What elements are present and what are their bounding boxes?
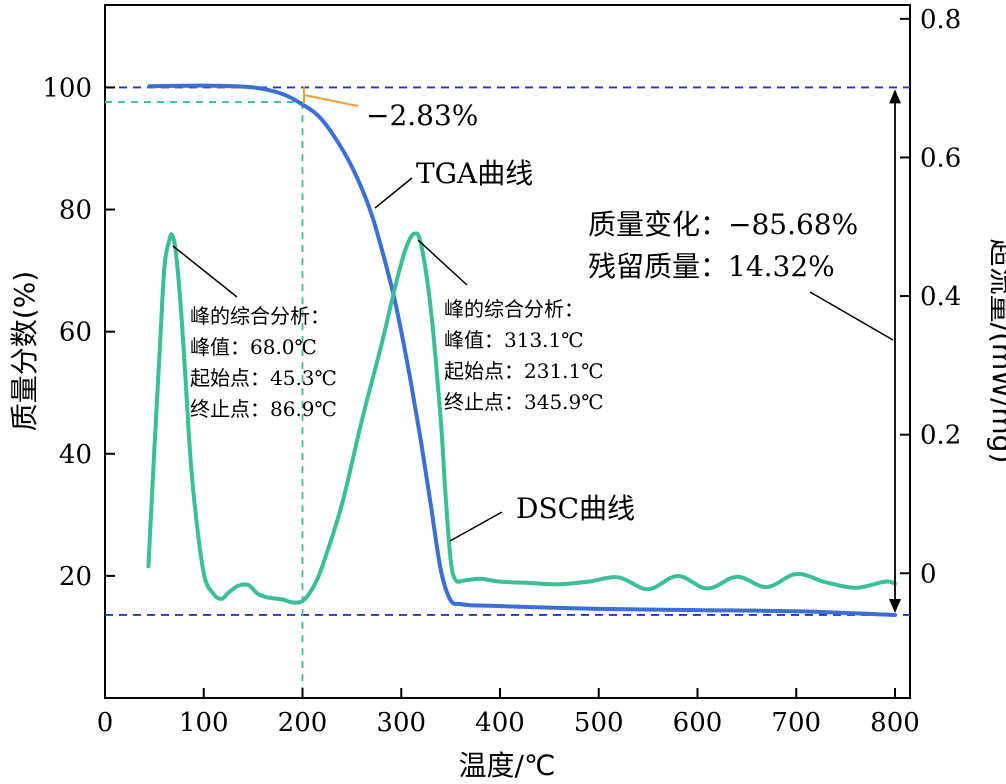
tga-change-leader — [303, 94, 359, 107]
plot-frame — [104, 4, 911, 699]
x-axis-title: 温度/℃ — [459, 749, 556, 782]
peak2-leader — [417, 239, 468, 286]
tga-curve — [147, 83, 897, 617]
peak1-line-1: 峰的综合分析： — [190, 304, 330, 328]
y-left-tick-label: 20 — [59, 562, 92, 592]
x-tick-label: 300 — [376, 708, 426, 738]
x-tick-label: 500 — [574, 708, 624, 738]
residual-mass-label: 残留质量：14.32% — [588, 250, 835, 283]
y-left-tick-label: 100 — [42, 73, 92, 103]
peak1-line-2: 峰值：68.0℃ — [190, 335, 317, 359]
peak1-line-3: 起始点：45.3℃ — [190, 366, 337, 390]
peak2-line-3: 起始点：231.1℃ — [444, 359, 604, 383]
mass-change-arrow — [889, 89, 901, 613]
arrow-head-top — [889, 89, 901, 104]
y-left-tick-label: 60 — [59, 318, 92, 348]
y-right-tick-label: 0 — [920, 559, 937, 589]
dsc-curve-label: DSC曲线 — [516, 492, 635, 525]
peak2-line-2: 峰值：313.1℃ — [444, 328, 584, 352]
tga-label-leader — [374, 177, 413, 209]
x-tick-label: 700 — [771, 708, 821, 738]
peak1-line-4: 终止点：86.9℃ — [190, 397, 337, 421]
y-left-axis-title: 质量分数(%) — [8, 271, 41, 431]
y-right-tick-label: 0.2 — [920, 421, 961, 451]
ticks-layer: 0 100 200 300 400 500 600 700 800 20 40 60 80 100 0 0.2… — [42, 5, 961, 738]
x-tick-label: 600 — [673, 708, 723, 738]
y-left-tick-label: 80 — [59, 196, 92, 226]
y-right-tick-label: 0.4 — [920, 282, 961, 312]
dsc-label-leader — [449, 511, 503, 542]
x-tick-label: 100 — [179, 708, 229, 738]
annotations: −2.83% TGA曲线 质量变化：−85.68% 残留质量：14.32% 峰的… — [172, 86, 894, 542]
x-tick-label: 200 — [278, 708, 328, 738]
peak1-leader — [172, 245, 238, 298]
y-right-axis-title: 超流量/(mW/mg) — [986, 239, 1006, 464]
mass-label-leader — [809, 291, 894, 341]
peak2-line-1: 峰的综合分析： — [444, 297, 584, 321]
x-tick-label: 0 — [97, 708, 114, 738]
x-tick-label: 800 — [870, 708, 920, 738]
y-right-tick-label: 0.8 — [920, 5, 961, 35]
tga-curve-label: TGA曲线 — [416, 157, 533, 190]
mass-change-label: 质量变化：−85.68% — [588, 208, 858, 241]
tga-change-label: −2.83% — [366, 99, 478, 132]
y-right-tick-label: 0.6 — [920, 143, 961, 173]
y-left-tick-label: 40 — [59, 440, 92, 470]
x-tick-label: 400 — [475, 708, 525, 738]
peak2-line-4: 终止点：345.9℃ — [444, 390, 604, 414]
series-layer — [146, 83, 897, 617]
dsc-curve — [146, 231, 897, 605]
arrow-head-bottom — [889, 598, 901, 613]
